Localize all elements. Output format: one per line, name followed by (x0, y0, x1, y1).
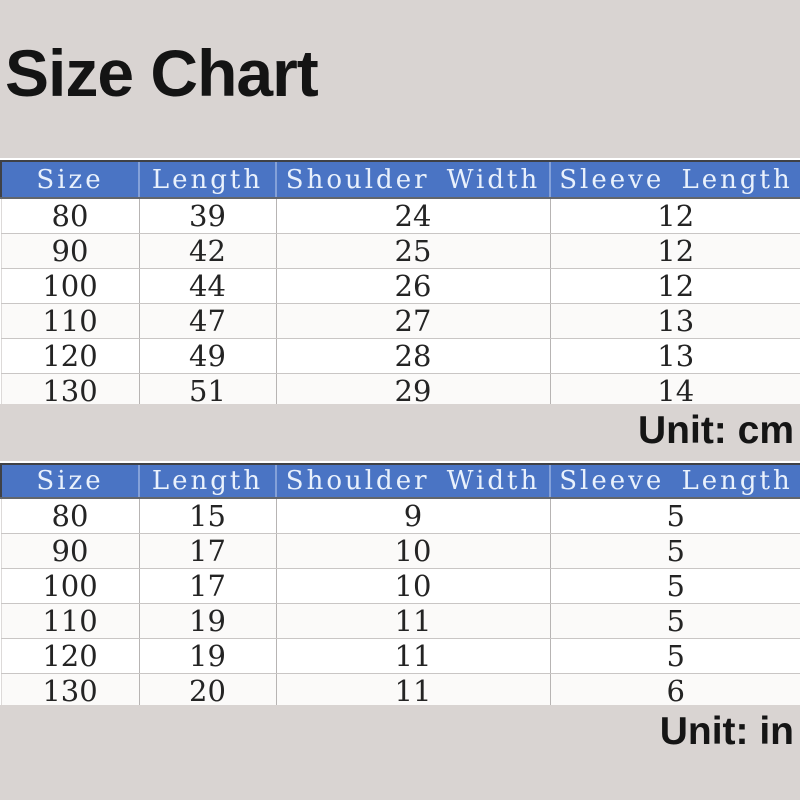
table-row: 130 20 11 6 (0, 673, 800, 709)
cell-sleeve-length: 5 (549, 498, 800, 534)
table-row: 90 17 10 5 (0, 533, 800, 569)
cell-length: 19 (138, 603, 276, 639)
table-row: 120 19 11 5 (0, 638, 800, 674)
cell-length: 42 (138, 233, 276, 269)
cell-length: 44 (138, 268, 276, 304)
cell-shoulder-width: 10 (275, 533, 550, 569)
cell-shoulder-width: 10 (275, 568, 550, 604)
cell-length: 47 (138, 303, 276, 339)
table-row: 120 49 28 13 (0, 338, 800, 374)
table-row: 110 47 27 13 (0, 303, 800, 339)
cell-length: 20 (138, 673, 276, 709)
cell-sleeve-length: 13 (549, 338, 800, 374)
column-header-sleeve-length: Sleeve Length (549, 463, 800, 499)
column-header-size: Size (0, 160, 139, 199)
cell-size: 130 (0, 373, 139, 409)
cell-sleeve-length: 12 (549, 198, 800, 234)
cell-size: 80 (0, 498, 139, 534)
cell-shoulder-width: 27 (275, 303, 550, 339)
table-row: 80 39 24 12 (0, 198, 800, 234)
table-row: 130 51 29 14 (0, 373, 800, 409)
column-header-shoulder-width: Shoulder Width (275, 463, 550, 499)
table-row: 100 44 26 12 (0, 268, 800, 304)
cell-sleeve-length: 5 (549, 533, 800, 569)
cell-sleeve-length: 5 (549, 603, 800, 639)
cell-shoulder-width: 11 (275, 673, 550, 709)
cell-length: 19 (138, 638, 276, 674)
cell-sleeve-length: 13 (549, 303, 800, 339)
cell-size: 100 (0, 568, 139, 604)
unit-cm-label: Unit: cm (638, 409, 794, 452)
table-row: 100 17 10 5 (0, 568, 800, 604)
size-table-in: Size Length Shoulder Width Sleeve Length… (0, 463, 800, 709)
unit-in-label: Unit: in (659, 710, 794, 753)
cell-sleeve-length: 5 (549, 638, 800, 674)
cell-shoulder-width: 11 (275, 603, 550, 639)
cell-size: 120 (0, 338, 139, 374)
size-table-cm: Size Length Shoulder Width Sleeve Length… (0, 160, 800, 409)
cell-sleeve-length: 12 (549, 233, 800, 269)
title-band: Size Chart (0, 0, 800, 158)
cell-shoulder-width: 11 (275, 638, 550, 674)
cell-sleeve-length: 12 (549, 268, 800, 304)
column-header-length: Length (138, 463, 276, 499)
cell-length: 17 (138, 568, 276, 604)
page-title: Size Chart (5, 36, 319, 110)
cell-length: 15 (138, 498, 276, 534)
column-header-sleeve-length: Sleeve Length (549, 160, 800, 199)
cell-size: 120 (0, 638, 139, 674)
cell-length: 39 (138, 198, 276, 234)
cell-shoulder-width: 26 (275, 268, 550, 304)
cell-sleeve-length: 6 (549, 673, 800, 709)
cell-shoulder-width: 28 (275, 338, 550, 374)
cell-sleeve-length: 5 (549, 568, 800, 604)
cell-shoulder-width: 24 (275, 198, 550, 234)
unit-in-band: Unit: in (0, 705, 800, 800)
cell-length: 17 (138, 533, 276, 569)
column-header-length: Length (138, 160, 276, 199)
cell-shoulder-width: 29 (275, 373, 550, 409)
cell-size: 130 (0, 673, 139, 709)
cell-size: 110 (0, 603, 139, 639)
cell-shoulder-width: 9 (275, 498, 550, 534)
column-header-size: Size (0, 463, 139, 499)
cell-length: 49 (138, 338, 276, 374)
cell-size: 100 (0, 268, 139, 304)
unit-cm-band: Unit: cm (0, 404, 800, 461)
cell-shoulder-width: 25 (275, 233, 550, 269)
table-row: 80 15 9 5 (0, 498, 800, 534)
table-row: 110 19 11 5 (0, 603, 800, 639)
cell-length: 51 (138, 373, 276, 409)
cell-size: 90 (0, 533, 139, 569)
cell-sleeve-length: 14 (549, 373, 800, 409)
cell-size: 90 (0, 233, 139, 269)
table-in-header-row: Size Length Shoulder Width Sleeve Length (0, 463, 800, 499)
cell-size: 80 (0, 198, 139, 234)
table-cm-header-row: Size Length Shoulder Width Sleeve Length (0, 160, 800, 199)
cell-size: 110 (0, 303, 139, 339)
column-header-shoulder-width: Shoulder Width (275, 160, 550, 199)
table-row: 90 42 25 12 (0, 233, 800, 269)
